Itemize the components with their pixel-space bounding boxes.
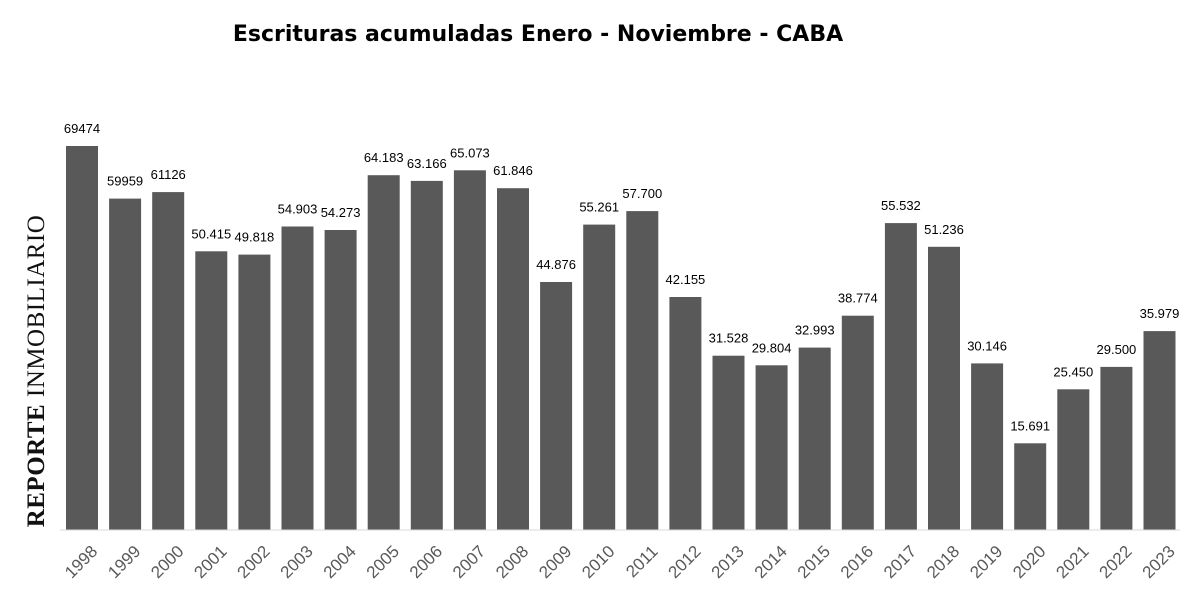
x-tick-label-1999: 1999: [104, 542, 144, 582]
x-tick-label-2019: 2019: [966, 542, 1006, 582]
x-tick-label-2020: 2020: [1009, 542, 1049, 582]
bar-2002: [238, 254, 271, 530]
data-label-2007: 65.073: [450, 145, 490, 160]
data-label-2014: 29.804: [752, 340, 792, 355]
bar-2020: [1014, 443, 1047, 530]
data-label-2010: 55.261: [579, 200, 619, 215]
x-tick-label-2017: 2017: [880, 542, 920, 582]
x-tick-label-2018: 2018: [923, 542, 963, 582]
data-label-2004: 54.273: [321, 205, 361, 220]
data-label-2000: 61126: [151, 167, 186, 182]
x-tick-label-2012: 2012: [665, 542, 705, 582]
bar-2000: [152, 192, 185, 530]
data-label-2012: 42.155: [666, 272, 706, 287]
data-label-1998: 69474: [64, 121, 100, 136]
x-tick-label-2004: 2004: [320, 542, 360, 582]
data-label-2003: 54.903: [278, 202, 318, 217]
x-tick-label-2022: 2022: [1096, 542, 1136, 582]
bar-2012: [669, 297, 702, 530]
data-label-2020: 15.691: [1010, 418, 1050, 433]
bar-2005: [367, 175, 400, 530]
bar-2010: [583, 224, 616, 530]
bar-2018: [928, 246, 960, 531]
bar-2011: [626, 211, 659, 530]
bar-2008: [497, 188, 529, 530]
bar-2001: [195, 251, 228, 531]
bar-2017: [884, 223, 917, 530]
bar-2014: [755, 365, 788, 530]
x-tick-label-2008: 2008: [492, 542, 532, 582]
x-tick-label-2001: 2001: [190, 542, 230, 582]
data-label-2015: 32.993: [795, 323, 835, 338]
data-label-2019: 30.146: [967, 338, 1007, 353]
data-label-2018: 51.236: [924, 222, 964, 237]
x-tick-labels-group: 1998 1999 2000 2001 2002 2003 2004 2005 2006 2007…: [61, 542, 1179, 582]
data-label-2023: 35.979: [1140, 306, 1180, 321]
x-tick-label-2013: 2013: [708, 542, 748, 582]
data-label-2009: 44.876: [536, 257, 576, 272]
x-tick-label-2007: 2007: [449, 542, 489, 582]
x-tick-label-2014: 2014: [751, 542, 791, 582]
data-label-1999: 59959: [107, 174, 143, 189]
data-label-2002: 49.818: [235, 230, 275, 245]
x-tick-label-2002: 2002: [234, 542, 274, 582]
data-label-2006: 63.166: [407, 156, 447, 171]
bar-2009: [540, 282, 573, 530]
bar-2019: [971, 363, 1004, 530]
x-tick-label-2011: 2011: [622, 542, 661, 581]
bar-2016: [841, 315, 874, 530]
bars-group: [66, 146, 1176, 531]
x-tick-label-2006: 2006: [406, 542, 446, 582]
x-tick-label-2015: 2015: [794, 542, 834, 582]
x-tick-label-1998: 1998: [61, 542, 101, 582]
bar-2023: [1143, 331, 1176, 530]
bar-1999: [109, 198, 142, 530]
bar-2021: [1057, 389, 1090, 530]
bar-2015: [798, 347, 831, 530]
x-tick-label-2021: 2021: [1052, 542, 1092, 582]
chart-title: Escrituras acumuladas Enero - Noviembre …: [232, 22, 844, 47]
data-label-2001: 50.415: [191, 226, 231, 241]
data-label-2005: 64.183: [364, 150, 404, 165]
bar-2003: [281, 226, 314, 530]
x-tick-label-2009: 2009: [535, 542, 575, 582]
x-tick-label-2010: 2010: [578, 542, 618, 582]
x-tick-label-2005: 2005: [363, 542, 403, 582]
data-label-2016: 38.774: [838, 291, 878, 306]
x-tick-label-2016: 2016: [837, 542, 877, 582]
x-tick-label-2000: 2000: [147, 542, 187, 582]
bar-2006: [410, 180, 443, 530]
data-label-2011: 57.700: [622, 186, 662, 201]
data-label-2022: 29.500: [1097, 342, 1137, 357]
data-label-2013: 31.528: [709, 331, 749, 346]
x-tick-label-2003: 2003: [277, 542, 317, 582]
bar-2007: [453, 170, 486, 531]
bar-2004: [324, 230, 357, 530]
data-label-2021: 25.450: [1053, 364, 1093, 379]
x-tick-label-2023: 2023: [1139, 542, 1179, 582]
bar-2022: [1100, 366, 1133, 530]
data-label-2017: 55.532: [881, 198, 921, 213]
bar-1998: [66, 146, 98, 530]
data-label-2008: 61.846: [493, 163, 533, 178]
bar-2013: [712, 355, 745, 530]
